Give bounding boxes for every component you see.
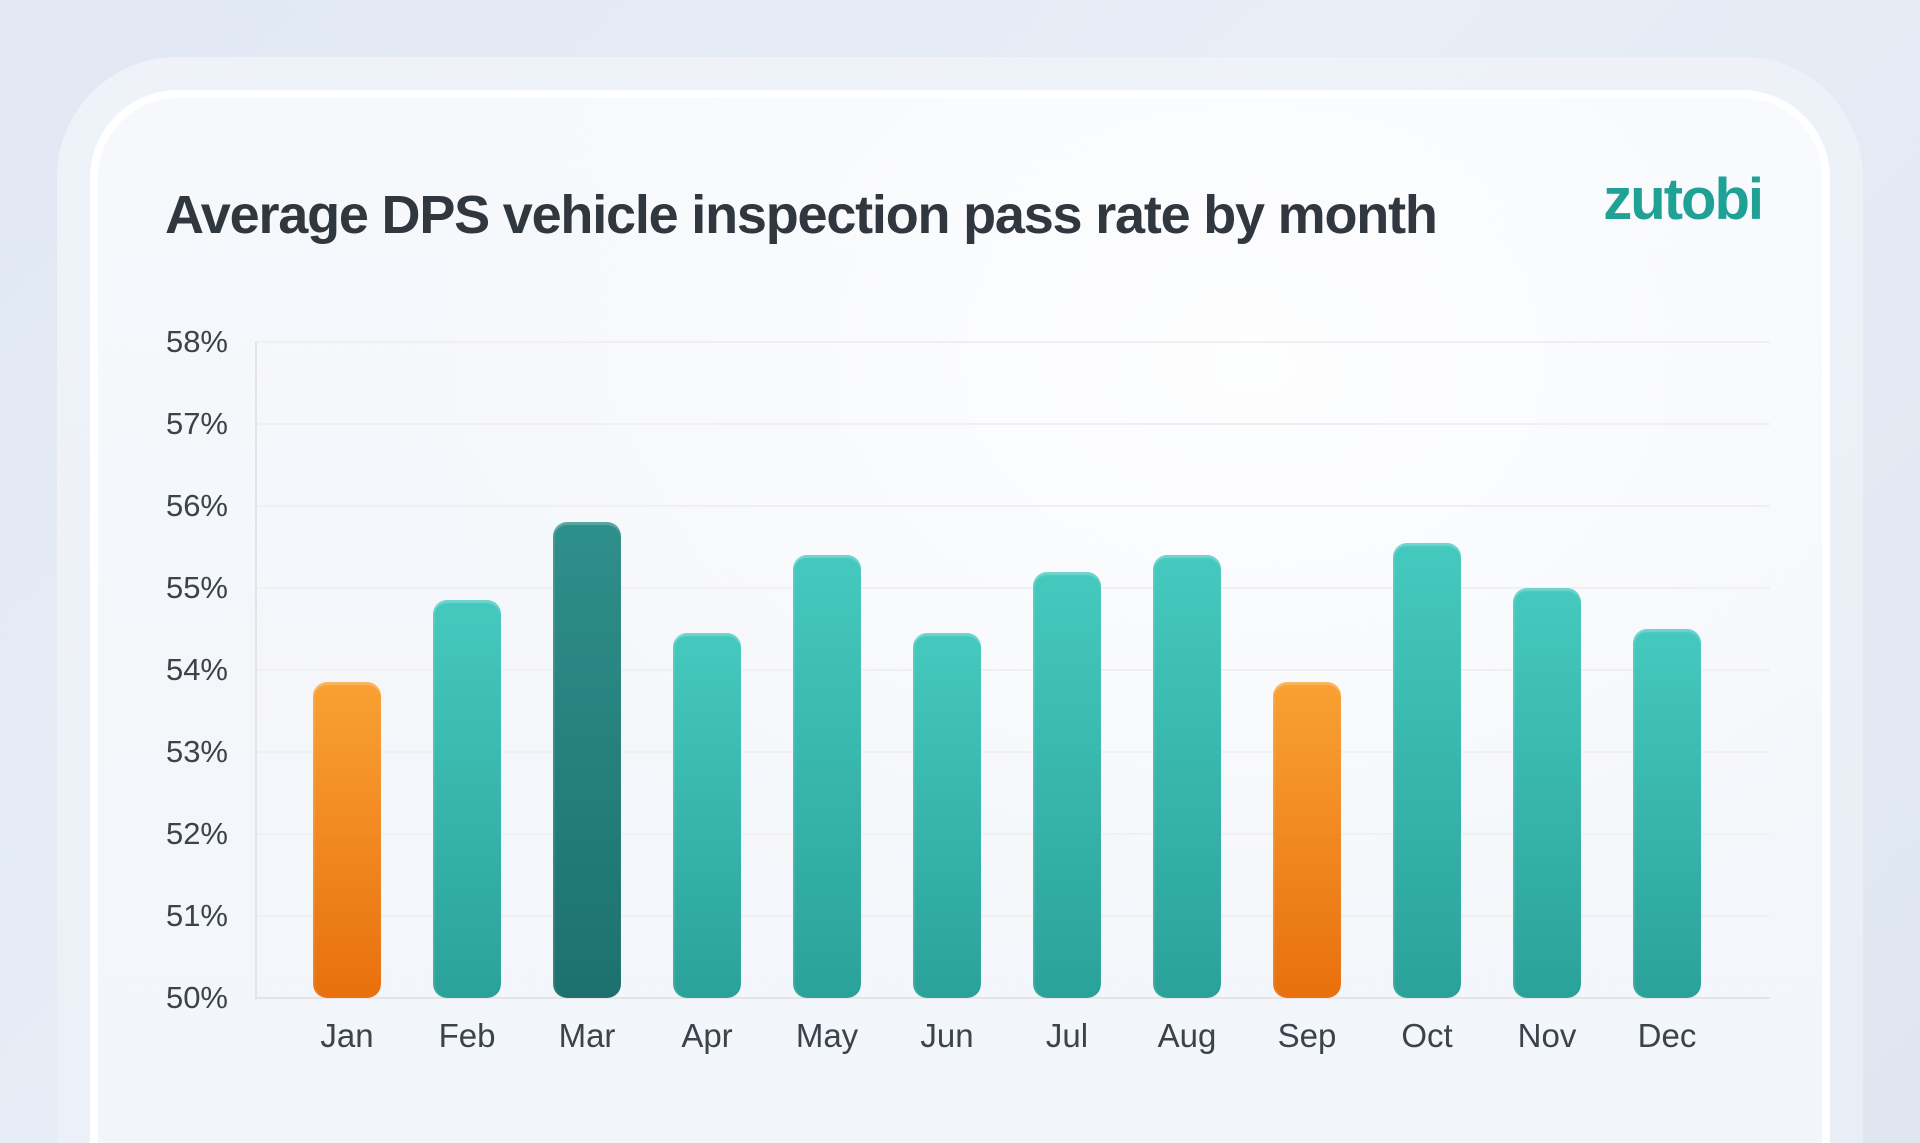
x-axis-label-jan: Jan [320,1017,374,1054]
gridline-56% [256,505,1770,507]
y-axis-label-57: 57% [165,406,228,441]
x-axis-label-sep: Sep [1277,1017,1337,1054]
gridline-58% [256,341,1770,343]
y-axis-line [255,342,257,1000]
y-axis-label-54: 54% [165,652,228,687]
x-axis-label-apr: Apr [681,1017,733,1054]
bar-jan [313,682,381,998]
bar-may [793,555,861,998]
x-axis-label-feb: Feb [438,1017,496,1054]
x-axis-label-oct: Oct [1401,1017,1453,1054]
gridline-51% [256,915,1770,917]
y-axis-label-56: 56% [165,488,228,523]
bar-jun [913,633,981,998]
gridline-57% [256,423,1770,425]
x-axis-label-mar: Mar [558,1017,616,1054]
x-axis-label-jun: Jun [920,1017,974,1054]
y-axis-label-53: 53% [165,734,228,769]
bar-sep [1273,682,1341,998]
bar-nov [1513,588,1581,998]
x-axis-baseline [256,997,1770,999]
page-title: Average DPS vehicle inspection pass rate… [165,185,1438,245]
x-axis-label-nov: Nov [1517,1017,1577,1054]
bar-jul [1033,572,1101,998]
bar-oct [1393,543,1461,998]
bar-feb [433,600,501,998]
gridline-53% [256,751,1770,753]
y-axis-label-50: 50% [165,980,228,1015]
y-axis-label-58: 58% [165,324,228,359]
plot-area: 50% 51% 52% 53% 54% 55% 56% 57% 58% Jan Feb Mar Apr M… [166,324,1770,1054]
x-axis-label-aug: Aug [1157,1017,1217,1054]
gridline-52% [256,833,1770,835]
x-axis-label-dec: Dec [1637,1017,1697,1054]
y-axis-label-52: 52% [165,816,228,851]
x-axis-label-jul: Jul [1045,1017,1089,1054]
gridline-55% [256,587,1770,589]
y-axis-label-55: 55% [165,570,228,605]
y-axis-label-51: 51% [165,898,228,933]
zutobi-logo: zutobi [1603,167,1764,232]
bar-aug [1153,555,1221,998]
bar-dec [1633,629,1701,998]
x-axis-label-may: May [795,1017,859,1054]
bar-mar [553,522,621,998]
bar-apr [673,633,741,998]
gridline-54% [256,669,1770,671]
